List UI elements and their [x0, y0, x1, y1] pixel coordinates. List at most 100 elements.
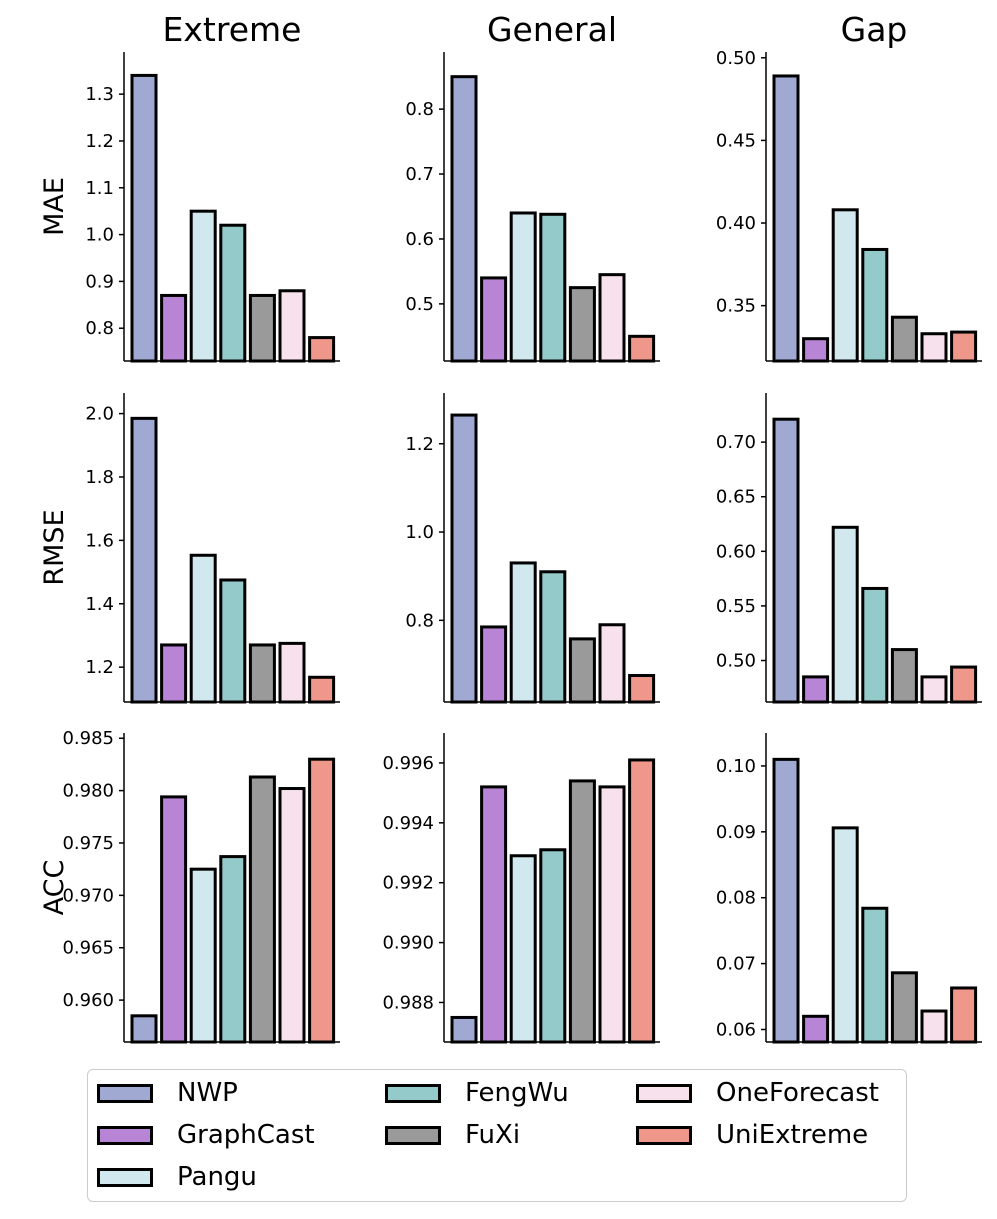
- bar-rmse-general-fuxi: [568, 637, 596, 704]
- bar-acc-gap-fengwu: [861, 906, 889, 1044]
- legend-label-pangu: Pangu: [177, 1162, 257, 1192]
- bar-acc-general-fengwu: [539, 848, 567, 1044]
- bar-acc-general-fuxi: [568, 779, 596, 1044]
- bar-mae-gap-pangu: [831, 208, 859, 363]
- ytick-label-acc-extreme: 0.985: [62, 728, 114, 749]
- bar-acc-general-oneforecast: [598, 785, 626, 1044]
- legend-item-graphcast: GraphCast: [97, 1120, 315, 1150]
- bar-mae-general-fengwu: [539, 212, 567, 363]
- bar-rmse-extreme-fuxi: [248, 643, 276, 704]
- panel-mae-extreme: 0.8 0.9 1.0 1.1 1.2 1.3: [85, 52, 340, 363]
- bar-mae-extreme-oneforecast: [278, 289, 306, 363]
- panel-rmse-general: 0.8 1.0 1.2: [405, 393, 660, 704]
- ytick-label-rmse-gap: 0.70: [716, 432, 756, 453]
- bar-mae-extreme-nwp: [130, 73, 158, 363]
- legend-label-oneforecast: OneForecast: [716, 1078, 879, 1108]
- ytick-label-rmse-extreme: 1.8: [85, 467, 114, 488]
- bar-mae-gap-nwp: [772, 74, 800, 363]
- bar-mae-extreme-fengwu: [219, 223, 247, 363]
- bar-rmse-extreme-nwp: [130, 416, 158, 704]
- bar-mae-general-nwp: [450, 75, 478, 363]
- ytick-label-acc-gap: 0.09: [716, 822, 756, 843]
- bar-mae-extreme-pangu: [189, 209, 217, 363]
- bar-rmse-general-graphcast: [480, 625, 508, 704]
- legend-swatch-oneforecast: [636, 1083, 692, 1103]
- ytick-label-mae-gap: 0.35: [716, 296, 756, 317]
- bar-rmse-extreme-graphcast: [160, 643, 188, 704]
- bar-rmse-general-fengwu: [539, 570, 567, 704]
- ytick-label-rmse-general: 0.8: [405, 610, 434, 631]
- ytick-label-acc-gap: 0.07: [716, 954, 756, 975]
- ytick-label-rmse-extreme: 1.2: [85, 657, 114, 678]
- bar-rmse-extreme-uniextreme: [308, 675, 336, 704]
- bar-rmse-extreme-oneforecast: [278, 641, 306, 704]
- ytick-label-mae-extreme: 1.2: [85, 131, 114, 152]
- legend-label-nwp: NWP: [177, 1078, 238, 1108]
- ytick-label-mae-general: 0.6: [405, 229, 434, 250]
- panel-acc-gap: 0.06 0.07 0.08 0.09 0.10: [716, 733, 982, 1044]
- ytick-label-acc-general: 0.994: [382, 813, 434, 834]
- legend-swatch-fuxi: [385, 1125, 441, 1145]
- bar-rmse-gap-graphcast: [802, 675, 830, 704]
- panel-rmse-gap: 0.50 0.55 0.60 0.65 0.70: [716, 393, 982, 704]
- legend: NWP GraphCast Pangu FengWu FuXi OneForecast Un…: [87, 1069, 907, 1202]
- bar-acc-general-graphcast: [480, 785, 508, 1044]
- ytick-label-acc-gap: 0.08: [716, 888, 756, 909]
- column-title-extreme: Extreme: [163, 10, 302, 49]
- ytick-label-acc-general: 0.988: [382, 992, 434, 1013]
- bar-rmse-general-pangu: [509, 561, 537, 704]
- ytick-label-mae-gap: 0.45: [716, 130, 756, 151]
- bar-mae-gap-graphcast: [802, 337, 830, 363]
- bar-acc-gap-pangu: [831, 826, 859, 1044]
- ytick-label-rmse-gap: 0.60: [716, 541, 756, 562]
- ytick-label-acc-gap: 0.10: [716, 756, 756, 777]
- ytick-label-rmse-extreme: 1.6: [85, 530, 114, 551]
- ytick-label-mae-gap: 0.50: [716, 48, 756, 69]
- ytick-label-rmse-extreme: 2.0: [85, 404, 114, 425]
- ytick-label-rmse-gap: 0.50: [716, 651, 756, 672]
- ytick-label-mae-general: 0.7: [405, 164, 434, 185]
- legend-swatch-graphcast: [97, 1125, 153, 1145]
- bar-acc-extreme-graphcast: [160, 795, 188, 1044]
- row-label-mae: MAE: [39, 177, 70, 236]
- bar-acc-general-uniextreme: [628, 758, 656, 1044]
- ytick-label-mae-extreme: 1.0: [85, 225, 114, 246]
- bar-rmse-extreme-fengwu: [219, 578, 247, 704]
- ytick-label-acc-extreme: 0.980: [62, 781, 114, 802]
- row-label-acc: ACC: [39, 860, 70, 916]
- legend-item-nwp: NWP: [97, 1078, 238, 1108]
- ytick-label-mae-general: 0.8: [405, 99, 434, 120]
- legend-swatch-nwp: [97, 1083, 153, 1103]
- panel-rmse-extreme: 1.2 1.4 1.6 1.8 2.0: [85, 393, 340, 704]
- bar-mae-extreme-fuxi: [248, 293, 276, 363]
- bar-acc-general-nwp: [450, 1015, 478, 1044]
- ytick-label-mae-gap: 0.40: [716, 213, 756, 234]
- bar-rmse-gap-fuxi: [890, 648, 918, 704]
- bar-acc-extreme-uniextreme: [308, 757, 336, 1044]
- bar-acc-extreme-fuxi: [248, 775, 276, 1044]
- bar-acc-gap-fuxi: [890, 971, 918, 1044]
- bar-acc-gap-uniextreme: [950, 986, 978, 1044]
- legend-label-fuxi: FuXi: [465, 1120, 521, 1150]
- column-title-general: General: [487, 10, 617, 49]
- panel-mae-general: 0.5 0.6 0.7 0.8: [405, 52, 660, 363]
- bar-acc-gap-oneforecast: [920, 1009, 948, 1044]
- legend-swatch-fengwu: [385, 1083, 441, 1103]
- ytick-label-mae-extreme: 1.1: [85, 178, 114, 199]
- bar-acc-extreme-fengwu: [219, 855, 247, 1044]
- bar-mae-extreme-uniextreme: [308, 336, 336, 363]
- bar-acc-gap-graphcast: [802, 1014, 830, 1044]
- bar-mae-extreme-graphcast: [160, 293, 188, 363]
- legend-item-fuxi: FuXi: [385, 1120, 520, 1150]
- ytick-label-mae-extreme: 1.3: [85, 84, 114, 105]
- bar-mae-gap-oneforecast: [920, 332, 948, 363]
- bar-rmse-gap-pangu: [831, 525, 859, 704]
- bar-mae-general-oneforecast: [598, 273, 626, 363]
- ytick-label-mae-extreme: 0.8: [85, 318, 114, 339]
- bar-mae-general-graphcast: [480, 276, 508, 363]
- ytick-label-rmse-general: 1.0: [405, 522, 434, 543]
- bar-acc-extreme-nwp: [130, 1014, 158, 1044]
- ytick-label-acc-extreme: 0.965: [62, 938, 114, 959]
- ytick-label-acc-general: 0.996: [382, 753, 434, 774]
